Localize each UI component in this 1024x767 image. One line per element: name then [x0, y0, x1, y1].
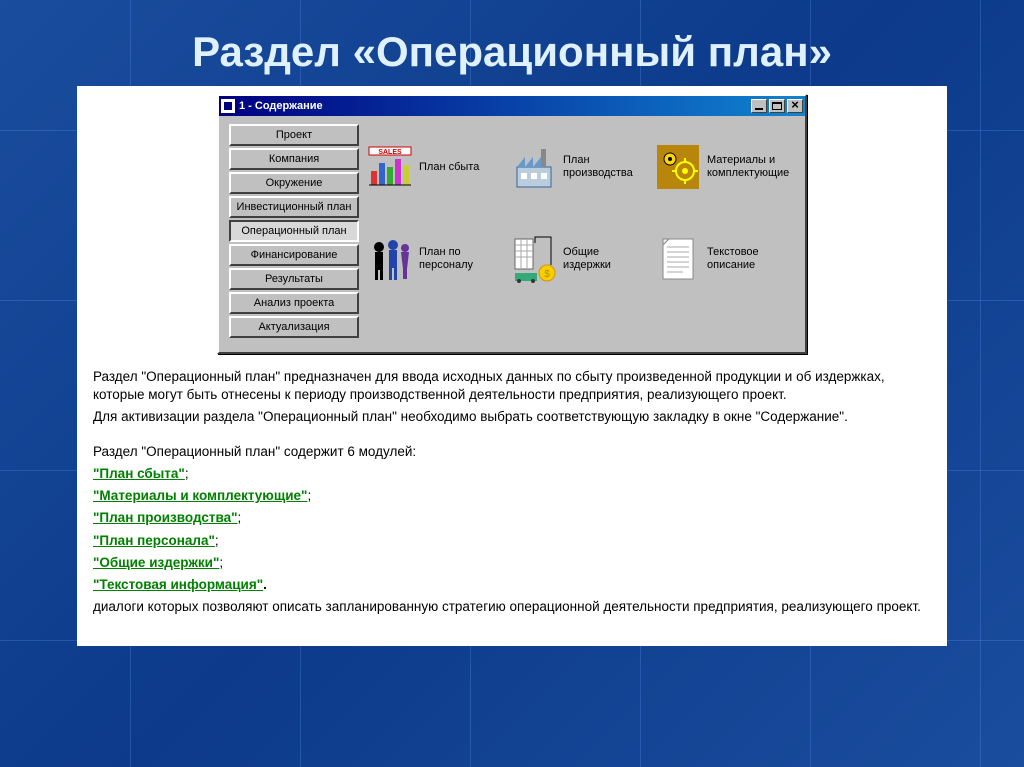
sidebar-item-actualization[interactable]: Актуализация	[229, 316, 359, 338]
sidebar-item-label: Инвестиционный план	[237, 201, 352, 213]
para-intro-1: Раздел "Операционный план" предназначен …	[93, 368, 931, 404]
sidebar-item-financing[interactable]: Финансирование	[229, 244, 359, 266]
sidebar-item-label: Проект	[276, 129, 312, 141]
module-text-description[interactable]: Текстовое описание	[655, 216, 795, 302]
module-label: План сбыта	[419, 161, 479, 174]
close-button[interactable]	[787, 99, 803, 113]
window-title: 1 - Содержание	[239, 100, 323, 112]
system-menu-icon[interactable]	[221, 99, 235, 113]
sidebar-item-project[interactable]: Проект	[229, 124, 359, 146]
svg-text:SALES: SALES	[378, 149, 402, 156]
people-icon	[367, 235, 413, 283]
module-label: План по персоналу	[419, 246, 499, 271]
sidebar-item-label: Анализ проекта	[254, 297, 334, 309]
module-grid: SALES План сбыта План производства Матер…	[367, 124, 795, 338]
link-expenses[interactable]: "Общие издержки"	[93, 555, 219, 570]
link-materials[interactable]: "Материалы и комплектующие"	[93, 488, 307, 503]
sidebar-item-results[interactable]: Результаты	[229, 268, 359, 290]
link-production-plan[interactable]: "План производства"	[93, 510, 237, 525]
svg-text:$: $	[544, 269, 550, 280]
sidebar-item-environment[interactable]: Окружение	[229, 172, 359, 194]
window-titlebar[interactable]: 1 - Содержание	[219, 96, 805, 116]
sidebar-item-operational[interactable]: Операционный план	[229, 220, 359, 242]
app-window: 1 - Содержание Проект Компания Окружение…	[217, 94, 807, 354]
para-outro: диалоги которых позволяют описать заплан…	[93, 598, 931, 616]
description-text: Раздел "Операционный план" предназначен …	[93, 368, 931, 616]
link-text-info[interactable]: "Текстовая информация"	[93, 577, 263, 592]
building-coin-icon: $	[511, 235, 557, 283]
link-personnel-plan[interactable]: "План персонала"	[93, 533, 215, 548]
document-icon	[655, 235, 701, 283]
sidebar-item-label: Операционный план	[241, 225, 346, 237]
section-sidebar: Проект Компания Окружение Инвестиционный…	[229, 124, 359, 338]
module-label: План производства	[563, 154, 643, 179]
sidebar-item-analysis[interactable]: Анализ проекта	[229, 292, 359, 314]
module-label: Материалы и комплектующие	[707, 154, 787, 179]
module-sales-plan[interactable]: SALES План сбыта	[367, 124, 507, 210]
sidebar-item-label: Компания	[269, 153, 319, 165]
module-personnel-plan[interactable]: План по персоналу	[367, 216, 507, 302]
module-label: Текстовое описание	[707, 246, 787, 271]
para-intro-2: Для активизации раздела "Операционный пл…	[93, 408, 931, 426]
module-materials[interactable]: Материалы и комплектующие	[655, 124, 795, 210]
module-expenses[interactable]: $ Общие издержки	[511, 216, 651, 302]
slide-title: Раздел «Операционный план»	[0, 0, 1024, 86]
sidebar-item-label: Актуализация	[258, 321, 329, 333]
sidebar-item-label: Результаты	[265, 273, 323, 285]
sidebar-item-label: Финансирование	[251, 249, 338, 261]
gear-bulb-icon	[655, 143, 701, 191]
factory-icon	[511, 143, 557, 191]
link-sales-plan[interactable]: "План сбыта"	[93, 466, 185, 481]
sidebar-item-company[interactable]: Компания	[229, 148, 359, 170]
para-modules-heading: Раздел "Операционный план" содержит 6 мо…	[93, 443, 931, 461]
sales-chart-icon: SALES	[367, 143, 413, 191]
sidebar-item-label: Окружение	[266, 177, 323, 189]
sidebar-item-investment[interactable]: Инвестиционный план	[229, 196, 359, 218]
page-body: 1 - Содержание Проект Компания Окружение…	[77, 86, 947, 646]
module-production-plan[interactable]: План производства	[511, 124, 651, 210]
minimize-button[interactable]	[751, 99, 767, 113]
maximize-button[interactable]	[769, 99, 785, 113]
module-label: Общие издержки	[563, 246, 643, 271]
